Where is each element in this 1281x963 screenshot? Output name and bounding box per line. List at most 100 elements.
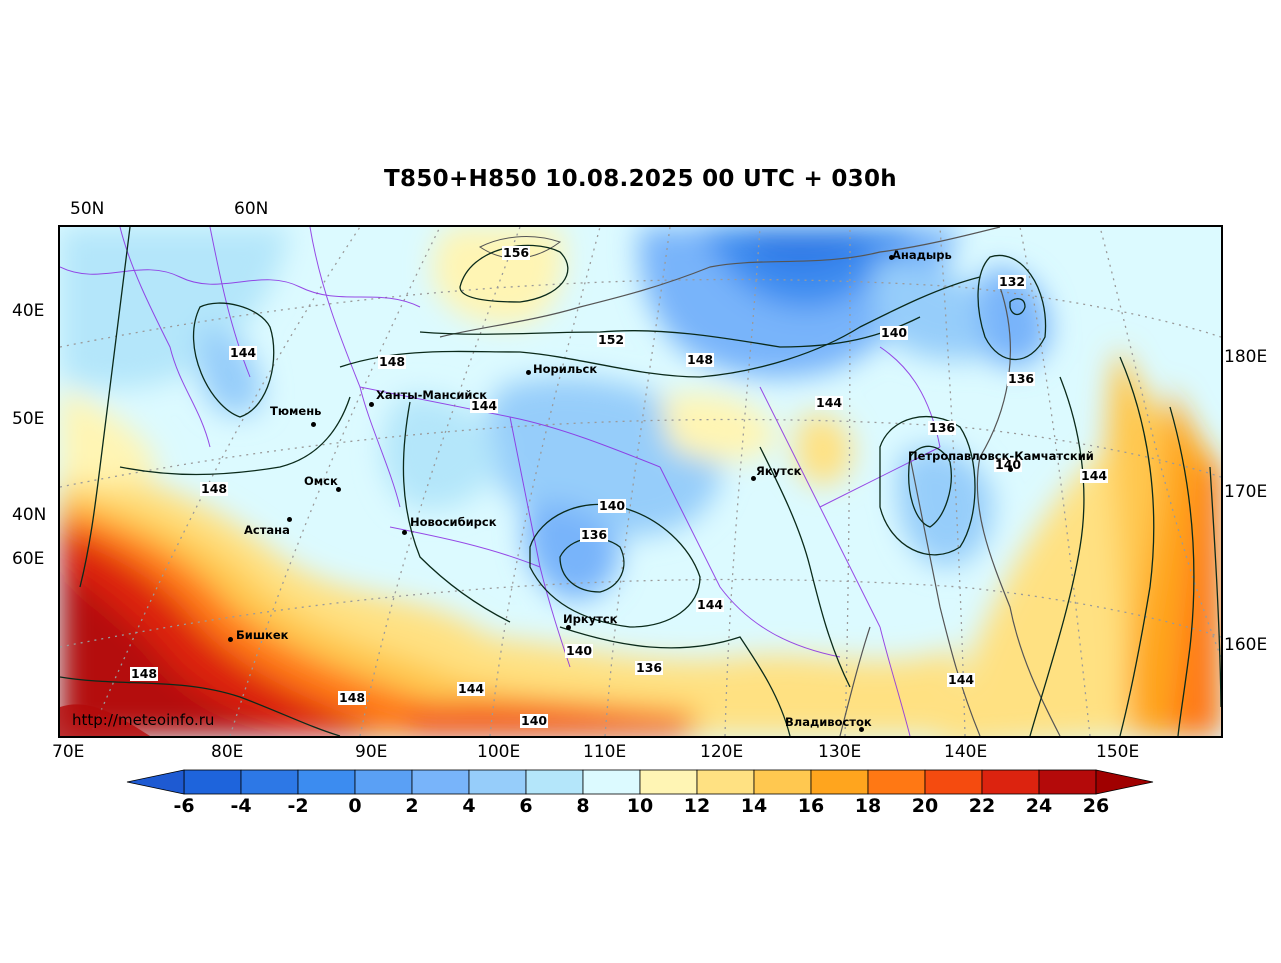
contour-label: 140 bbox=[880, 325, 909, 340]
axis-label-left-40e: 40E bbox=[12, 301, 45, 321]
colorbar-tick-label: 10 bbox=[626, 795, 654, 817]
lon-label-80e: 80E bbox=[211, 742, 244, 762]
city-dot bbox=[369, 402, 374, 407]
contour-label: 144 bbox=[457, 681, 486, 696]
contour-label: 132 bbox=[998, 274, 1027, 289]
graticule bbox=[60, 227, 1221, 736]
lon-label-150e: 150E bbox=[1096, 742, 1140, 762]
colorbar-swatch bbox=[867, 769, 926, 795]
contour-label: 144 bbox=[1080, 468, 1109, 483]
lat-label-top-60n: 60N bbox=[234, 199, 269, 219]
colorbar-tick-label: -2 bbox=[287, 795, 309, 817]
contour-label: 148 bbox=[130, 666, 159, 681]
contour-label: 148 bbox=[686, 352, 715, 367]
city-dot bbox=[1008, 467, 1013, 472]
lon-label-100e: 100E bbox=[477, 742, 521, 762]
city-dot bbox=[859, 727, 864, 732]
colorbar-under-arrow bbox=[126, 769, 185, 795]
watermark: http://meteoinfo.ru bbox=[72, 711, 215, 729]
colorbar-tick-label: 20 bbox=[911, 795, 939, 817]
colorbar-swatch bbox=[354, 769, 413, 795]
city-petropavlovsk: Петропавловск-Камчатский bbox=[908, 449, 1094, 463]
colorbar-tick-label: 12 bbox=[683, 795, 711, 817]
contour-label: 136 bbox=[580, 527, 609, 542]
colorbar-tick-label: 14 bbox=[740, 795, 768, 817]
city-astana: Астана bbox=[244, 523, 290, 537]
city-bishkek: Бишкек bbox=[236, 628, 289, 642]
contour-label: 156 bbox=[502, 245, 531, 260]
city-dot bbox=[566, 625, 571, 630]
contour-label: 140 bbox=[565, 643, 594, 658]
axis-label-left-40n: 40N bbox=[12, 505, 47, 525]
city-anadyr: Анадырь bbox=[892, 248, 952, 262]
colorbar-tick-label: 26 bbox=[1082, 795, 1110, 817]
contour-label: 144 bbox=[696, 597, 725, 612]
city-tyumen: Тюмень bbox=[270, 404, 322, 418]
colorbar-swatch bbox=[810, 769, 869, 795]
contour-label: 144 bbox=[947, 672, 976, 687]
colorbar-tick-label: 0 bbox=[348, 795, 362, 817]
contour-label: 136 bbox=[635, 660, 664, 675]
lon-label-90e: 90E bbox=[355, 742, 388, 762]
lat-label-top-50n: 50N bbox=[70, 199, 105, 219]
city-dot bbox=[336, 487, 341, 492]
city-yakutsk: Якутск bbox=[756, 464, 802, 478]
colorbar-swatch bbox=[525, 769, 584, 795]
contour-label: 144 bbox=[229, 345, 258, 360]
city-dot bbox=[526, 370, 531, 375]
admin-borders bbox=[60, 227, 941, 736]
colorbar-tick-label: 2 bbox=[405, 795, 419, 817]
colorbar-tick-label: 4 bbox=[462, 795, 476, 817]
contour-label: 140 bbox=[520, 713, 549, 728]
contour-label: 136 bbox=[1007, 371, 1036, 386]
axis-label-right-180e: 180E bbox=[1224, 347, 1268, 367]
contour-label: 144 bbox=[815, 395, 844, 410]
axis-label-left-60e: 60E bbox=[12, 549, 45, 569]
city-vladivostok: Владивосток bbox=[785, 715, 872, 729]
axis-label-right-160e: 160E bbox=[1224, 635, 1268, 655]
colorbar-swatch bbox=[297, 769, 356, 795]
contour-label: 140 bbox=[598, 498, 627, 513]
lon-label-140e: 140E bbox=[944, 742, 988, 762]
colorbar-swatch bbox=[639, 769, 698, 795]
contour-label: 152 bbox=[597, 332, 626, 347]
axis-label-right-170e: 170E bbox=[1224, 482, 1268, 502]
colorbar-tick-label: 16 bbox=[797, 795, 825, 817]
colorbar-swatch bbox=[468, 769, 527, 795]
city-omsk: Омск bbox=[304, 474, 338, 488]
temperature-map: http://meteoinfo.ru 156 152 148 148 144 … bbox=[58, 225, 1223, 738]
coastlines bbox=[439, 227, 1061, 736]
colorbar-over-arrow bbox=[1095, 769, 1154, 795]
lon-label-110e: 110E bbox=[583, 742, 627, 762]
colorbar-tick-label: -6 bbox=[173, 795, 195, 817]
colorbar-tick-label: 8 bbox=[576, 795, 590, 817]
colorbar-swatch bbox=[582, 769, 641, 795]
colorbar-tick-label: 22 bbox=[968, 795, 996, 817]
colorbar-swatch bbox=[240, 769, 299, 795]
colorbar-swatch bbox=[1038, 769, 1097, 795]
colorbar-swatch bbox=[753, 769, 812, 795]
contour-label: 144 bbox=[470, 398, 499, 413]
contour-label: 148 bbox=[200, 481, 229, 496]
city-norilsk: Норильск bbox=[533, 362, 598, 376]
axis-label-left-50e: 50E bbox=[12, 409, 45, 429]
contour-label: 148 bbox=[378, 354, 407, 369]
city-dot bbox=[287, 517, 292, 522]
colorbar-tick-label: 24 bbox=[1025, 795, 1053, 817]
contour-label: 136 bbox=[928, 420, 957, 435]
colorbar-swatch bbox=[411, 769, 470, 795]
colorbar-swatch bbox=[981, 769, 1040, 795]
height-contours bbox=[60, 227, 1221, 736]
city-irkutsk: Иркутск bbox=[563, 612, 618, 626]
map-title: T850+H850 10.08.2025 00 UTC + 030h bbox=[384, 166, 897, 192]
lon-label-120e: 120E bbox=[700, 742, 744, 762]
colorbar-swatch bbox=[183, 769, 242, 795]
city-dot bbox=[311, 422, 316, 427]
map-field-svg bbox=[60, 227, 1221, 736]
colorbar-swatch bbox=[924, 769, 983, 795]
lon-label-70e: 70E bbox=[52, 742, 85, 762]
colorbar-swatch bbox=[696, 769, 755, 795]
contour-label: 140 bbox=[994, 457, 1023, 472]
colorbar-tick-label: 18 bbox=[854, 795, 882, 817]
colorbar-tick-label: -4 bbox=[230, 795, 252, 817]
